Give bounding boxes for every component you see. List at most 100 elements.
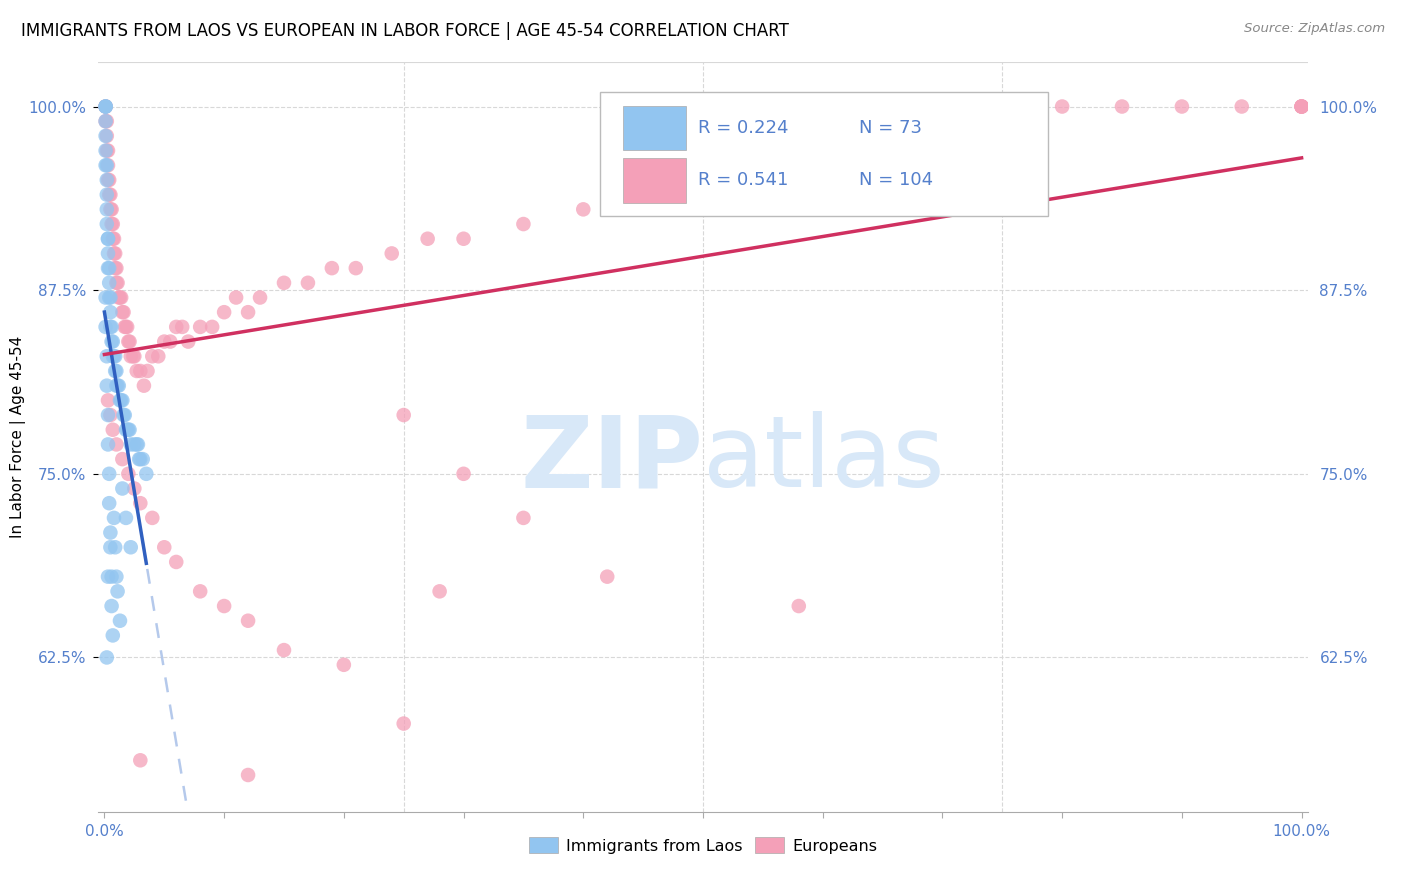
Point <box>107 584 129 599</box>
Text: IMMIGRANTS FROM LAOS VS EUROPEAN IN LABOR FORCE | AGE 45-54 CORRELATION CHART: IMMIGRANTS FROM LAOS VS EUROPEAN IN LABO… <box>21 22 789 40</box>
Point <box>97 569 120 583</box>
Point <box>100 187 122 202</box>
Point <box>96 114 118 128</box>
Point <box>97 246 120 260</box>
Point <box>100 569 122 583</box>
Point <box>991 114 1014 128</box>
Point <box>811 158 834 172</box>
Point <box>416 232 439 246</box>
Point <box>129 452 152 467</box>
Point <box>236 614 259 628</box>
Text: R = 0.541: R = 0.541 <box>699 171 789 189</box>
Point <box>392 716 415 731</box>
Point <box>104 261 127 276</box>
Point <box>97 144 120 158</box>
Point <box>115 319 138 334</box>
Point <box>453 232 475 246</box>
Point <box>94 99 117 113</box>
Point <box>94 114 117 128</box>
Point <box>103 349 125 363</box>
Point <box>297 276 319 290</box>
Point <box>344 261 367 276</box>
Point <box>105 378 128 392</box>
Point <box>98 276 121 290</box>
FancyBboxPatch shape <box>623 159 686 202</box>
Point <box>112 408 135 422</box>
Y-axis label: In Labor Force | Age 45-54: In Labor Force | Age 45-54 <box>10 336 25 538</box>
Point <box>572 202 595 217</box>
Point <box>321 261 343 276</box>
Point <box>225 291 247 305</box>
Point <box>96 349 118 363</box>
Point <box>429 584 451 599</box>
Point <box>117 467 139 481</box>
Point <box>120 437 142 451</box>
Point <box>101 217 124 231</box>
Point <box>124 437 146 451</box>
Point <box>103 511 125 525</box>
Point <box>105 437 128 451</box>
Point <box>96 128 118 143</box>
Point <box>153 541 176 555</box>
Point <box>111 452 134 467</box>
Point <box>135 467 157 481</box>
Point <box>1291 99 1313 113</box>
Point <box>98 467 121 481</box>
Point <box>1291 99 1313 113</box>
Point <box>97 232 120 246</box>
Point <box>125 364 148 378</box>
Point <box>105 569 128 583</box>
Point <box>94 99 117 113</box>
Point <box>236 768 259 782</box>
Point <box>1111 99 1133 113</box>
Point <box>94 128 117 143</box>
Point <box>127 437 149 451</box>
Point <box>512 511 534 525</box>
Point <box>98 173 121 187</box>
Point <box>273 643 295 657</box>
Point <box>100 525 122 540</box>
Point <box>115 423 138 437</box>
Text: N = 73: N = 73 <box>859 119 922 137</box>
Point <box>111 482 134 496</box>
Point <box>132 452 155 467</box>
Legend: Immigrants from Laos, Europeans: Immigrants from Laos, Europeans <box>523 830 883 860</box>
Point <box>100 305 122 319</box>
Point <box>129 364 152 378</box>
Point <box>100 202 122 217</box>
Point <box>100 599 122 613</box>
Point <box>107 291 129 305</box>
Point <box>236 305 259 319</box>
Point <box>112 305 135 319</box>
Point <box>872 144 894 158</box>
Point <box>104 349 127 363</box>
Point <box>631 187 654 202</box>
Text: N = 104: N = 104 <box>859 171 934 189</box>
Point <box>97 261 120 276</box>
Point <box>101 334 124 349</box>
Text: atlas: atlas <box>703 411 945 508</box>
Point <box>101 349 124 363</box>
Point <box>103 232 125 246</box>
Point <box>100 291 122 305</box>
Point <box>104 541 127 555</box>
Point <box>96 144 118 158</box>
Point <box>212 599 235 613</box>
Point <box>108 614 131 628</box>
Point <box>104 364 127 378</box>
FancyBboxPatch shape <box>623 106 686 150</box>
Point <box>98 261 121 276</box>
Point <box>108 291 131 305</box>
Point <box>96 173 118 187</box>
Point <box>124 482 146 496</box>
Point <box>105 276 128 290</box>
Point <box>201 319 224 334</box>
Point <box>1050 99 1073 113</box>
Point <box>111 393 134 408</box>
Point <box>96 650 118 665</box>
Point <box>96 217 118 231</box>
Point <box>94 114 117 128</box>
Point <box>136 364 159 378</box>
Point <box>101 423 124 437</box>
Text: ZIP: ZIP <box>520 411 703 508</box>
